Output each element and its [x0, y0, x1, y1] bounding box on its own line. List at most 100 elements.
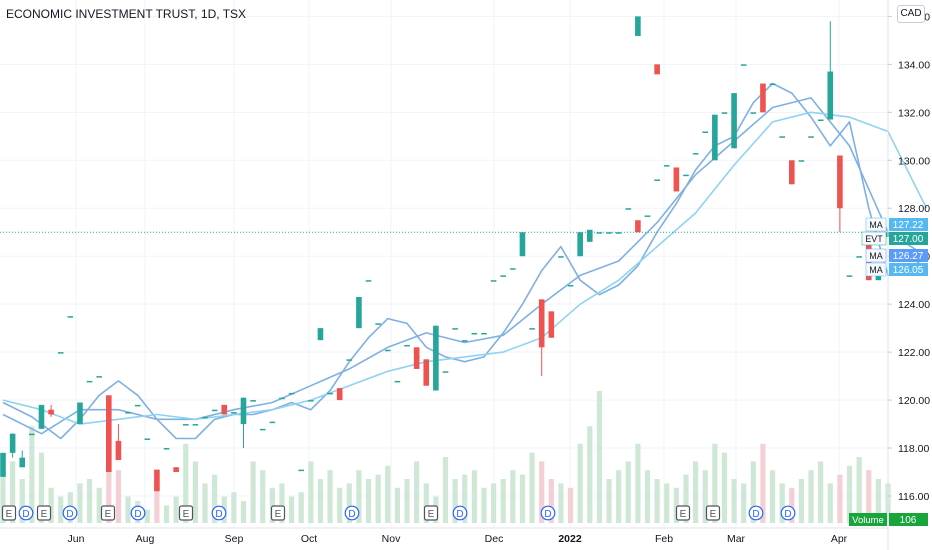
candle[interactable] [279, 397, 285, 400]
candle[interactable] [346, 359, 353, 361]
candle[interactable] [269, 421, 276, 424]
candle[interactable] [558, 256, 564, 258]
candle[interactable] [211, 409, 218, 412]
candle[interactable] [365, 280, 372, 282]
candle[interactable] [86, 380, 93, 383]
candle[interactable] [808, 136, 814, 138]
candle[interactable] [769, 83, 776, 86]
candle[interactable] [683, 174, 689, 177]
candle[interactable] [567, 284, 574, 287]
candle[interactable] [182, 424, 189, 426]
candle[interactable] [529, 328, 535, 330]
dividend-marker[interactable] [211, 505, 227, 521]
candle[interactable] [750, 112, 757, 114]
candle[interactable] [692, 153, 699, 155]
candle[interactable] [29, 433, 35, 436]
time-axis[interactable]: Jun Aug Sep Oct Nov Dec 2022 Feb Mar Apr [68, 533, 848, 545]
earnings-marker[interactable] [178, 505, 194, 521]
candle[interactable] [0, 452, 6, 477]
candle[interactable] [317, 328, 324, 341]
candle[interactable] [663, 165, 670, 167]
earnings-marker[interactable] [705, 505, 721, 521]
candle[interactable] [856, 256, 862, 258]
candle[interactable] [134, 404, 141, 407]
candle[interactable] [740, 64, 747, 66]
candle[interactable] [731, 93, 737, 149]
candle[interactable] [404, 344, 410, 347]
candle[interactable] [846, 275, 853, 277]
earnings-marker[interactable] [36, 505, 52, 521]
candle[interactable] [827, 71, 834, 120]
candle[interactable] [490, 280, 497, 282]
candle[interactable] [77, 402, 83, 425]
dividend-marker[interactable] [344, 505, 360, 521]
candle[interactable] [144, 438, 151, 440]
candle[interactable] [673, 167, 680, 192]
candle[interactable] [837, 155, 843, 209]
candle[interactable] [471, 332, 478, 335]
candle[interactable] [327, 392, 333, 395]
candle[interactable] [384, 349, 391, 352]
candle[interactable] [231, 412, 237, 414]
candle[interactable] [635, 220, 641, 233]
candle[interactable] [96, 376, 102, 378]
candle[interactable] [702, 131, 709, 134]
dividend-marker[interactable] [748, 505, 764, 521]
candle[interactable] [500, 275, 507, 277]
candle[interactable] [38, 404, 45, 429]
candle[interactable] [375, 323, 381, 325]
candle[interactable] [596, 232, 603, 234]
candle[interactable] [654, 64, 660, 75]
candle[interactable] [635, 16, 641, 36]
dividend-marker[interactable] [18, 505, 34, 521]
candle[interactable] [586, 229, 593, 242]
candle[interactable] [721, 112, 728, 114]
candle[interactable] [48, 409, 54, 415]
candle[interactable] [308, 400, 314, 402]
candle[interactable] [202, 416, 208, 419]
candle[interactable] [644, 215, 651, 217]
candle[interactable] [163, 448, 170, 450]
candle[interactable] [433, 325, 439, 391]
dividend-marker[interactable] [540, 505, 556, 521]
candle[interactable] [19, 457, 26, 468]
candle[interactable] [789, 160, 795, 185]
candle[interactable] [259, 428, 266, 431]
earnings-marker[interactable] [270, 505, 286, 521]
candles[interactable] [0, 16, 891, 492]
candle[interactable] [519, 232, 526, 257]
candle[interactable] [481, 332, 487, 335]
candle[interactable] [798, 160, 805, 162]
candle[interactable] [461, 340, 468, 342]
candle[interactable] [548, 311, 555, 338]
candle[interactable] [442, 371, 449, 373]
candle[interactable] [538, 299, 545, 348]
dividend-marker[interactable] [62, 505, 78, 521]
candle[interactable] [625, 208, 632, 210]
candle[interactable] [760, 83, 766, 113]
candle[interactable] [779, 136, 785, 138]
dividend-marker[interactable] [452, 505, 468, 521]
candle[interactable] [240, 397, 247, 425]
earnings-marker[interactable] [675, 505, 691, 521]
candle[interactable] [817, 119, 824, 122]
candle[interactable] [9, 433, 16, 453]
candle[interactable] [712, 114, 718, 161]
candle[interactable] [577, 232, 583, 257]
candle[interactable] [356, 296, 362, 329]
candle[interactable] [173, 467, 179, 473]
candle[interactable] [106, 395, 112, 473]
candle[interactable] [510, 268, 516, 270]
candle[interactable] [452, 328, 458, 330]
candle[interactable] [423, 359, 430, 386]
candle[interactable] [67, 316, 74, 318]
candle[interactable] [654, 179, 660, 181]
candle[interactable] [192, 424, 199, 426]
candle[interactable] [154, 469, 160, 492]
candle[interactable] [606, 232, 612, 234]
currency-badge[interactable]: CAD [897, 5, 925, 23]
earnings-marker[interactable] [1, 505, 17, 521]
earnings-marker[interactable] [423, 505, 439, 521]
candle[interactable] [394, 380, 401, 383]
